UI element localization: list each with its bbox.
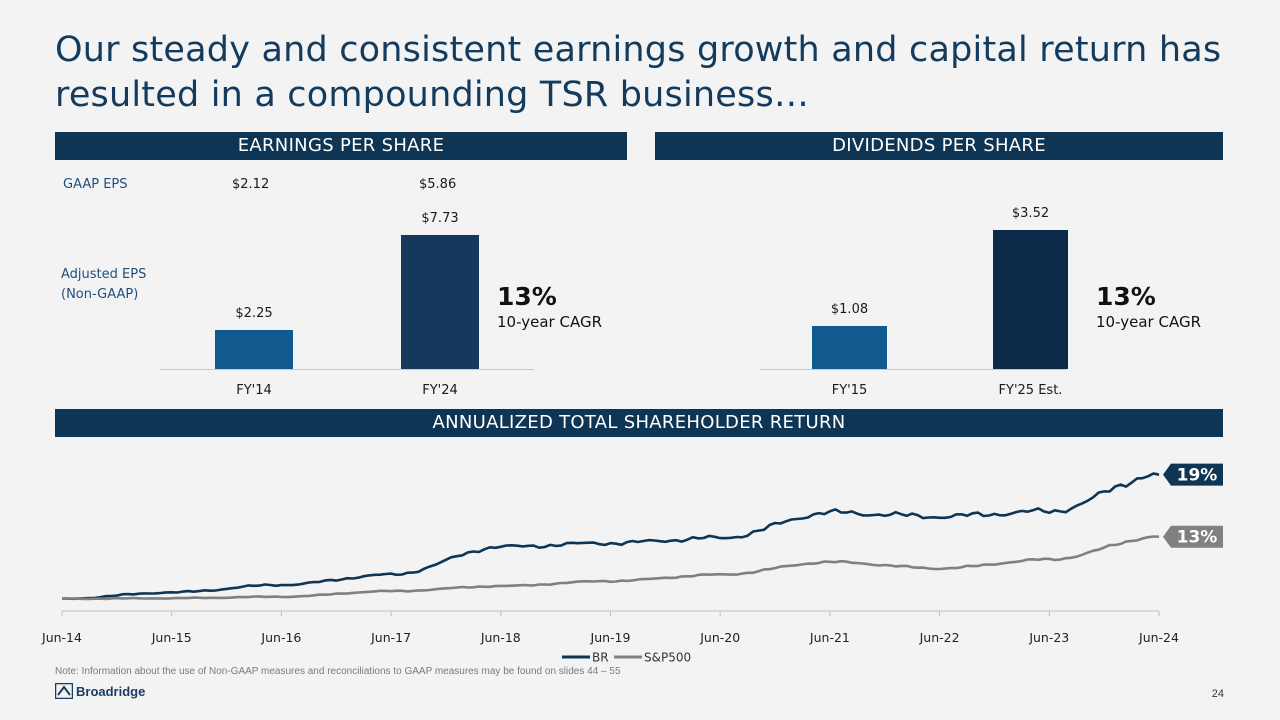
eps-cagr-label: 10-year CAGR (497, 313, 602, 331)
tsr-x-tick-label: Jun-14 (41, 630, 82, 645)
tsr-x-tick-label: Jun-15 (151, 630, 192, 645)
eps-category-label-0: FY'14 (236, 383, 272, 398)
legend-label-sp500: S&P500 (644, 651, 691, 665)
dps-bar-0 (812, 326, 887, 369)
tsr-x-tick-label: Jun-17 (370, 630, 411, 645)
page-number: 24 (1211, 688, 1224, 700)
dps-cagr: 13% 10-year CAGR (1096, 282, 1201, 332)
dps-category-label-0: FY'15 (831, 383, 868, 398)
dps-header: DIVIDENDS PER SHARE (655, 132, 1223, 160)
dps-cagr-value: 13% (1096, 282, 1156, 311)
svg-text:13%: 13% (1177, 528, 1218, 548)
eps-category-label-1: FY'24 (422, 383, 458, 398)
eps-bar-1 (401, 235, 479, 369)
eps-value-label-0: $2.25 (235, 306, 273, 321)
tsr-x-tick-label: Jun-20 (699, 630, 740, 645)
tsr-x-tick-label: Jun-21 (809, 630, 850, 645)
dps-category-label-1: FY'25 Est. (998, 383, 1063, 398)
eps-baseline (160, 369, 534, 370)
gaap-eps-label: GAAP EPS (63, 177, 128, 192)
gaap-eps-value-fy24: $5.86 (419, 177, 457, 192)
tsr-line-sp500 (61, 535, 1160, 601)
gaap-eps-value-fy14: $2.12 (232, 177, 270, 192)
tsr-x-tick-label: Jun-22 (919, 630, 960, 645)
tsr-x-tick-label: Jun-18 (480, 630, 521, 645)
dps-value-label-0: $1.08 (830, 302, 869, 317)
tsr-x-tick-label: Jun-24 (1138, 630, 1179, 645)
broadridge-logo-text: Broadridge (76, 683, 146, 699)
eps-value-label-1: $7.73 (421, 211, 459, 226)
tsr-x-tick-label: Jun-23 (1028, 630, 1069, 645)
dps-baseline (760, 369, 1066, 370)
tsr-x-tick-label: Jun-16 (260, 630, 301, 645)
broadridge-logo: Broadridge (55, 683, 145, 699)
dps-value-label-1: $3.52 (1011, 206, 1050, 221)
legend-label-br: BR (592, 651, 609, 665)
eps-cagr: 13% 10-year CAGR (497, 282, 602, 332)
page-title: Our steady and consistent earnings growt… (55, 30, 1222, 115)
footnote: Note: Information about the use of Non-G… (55, 666, 621, 677)
dps-cagr-label: 10-year CAGR (1096, 313, 1201, 331)
tsr-end-label-sp500: 13% (1163, 525, 1223, 548)
dps-bar-1 (993, 230, 1068, 369)
eps-header: EARNINGS PER SHARE (55, 132, 627, 160)
eps-bar-0 (215, 330, 293, 369)
tsr-line-br (61, 472, 1160, 601)
svg-text:19%: 19% (1177, 466, 1218, 486)
adjusted-eps-label: Adjusted EPS (61, 267, 147, 282)
broadridge-logo-icon (55, 683, 73, 699)
eps-cagr-value: 13% (497, 282, 557, 311)
tsr-end-label-br: 19% (1163, 463, 1223, 486)
tsr-header: ANNUALIZED TOTAL SHAREHOLDER RETURN (55, 409, 1223, 437)
adjusted-eps-sublabel: (Non-GAAP) (61, 287, 139, 302)
tsr-x-tick-label: Jun-19 (590, 630, 631, 645)
